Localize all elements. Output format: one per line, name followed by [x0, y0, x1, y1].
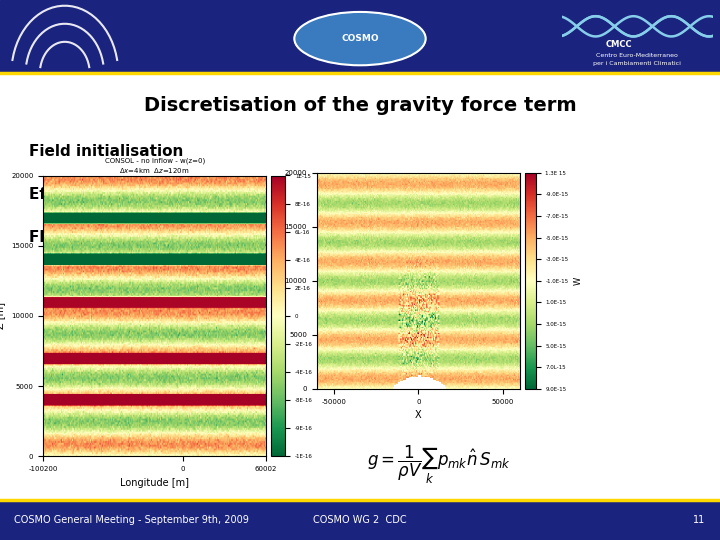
- X-axis label: Longitude [m]: Longitude [m]: [120, 477, 189, 488]
- Text: COSMO General Meeting - September 9th, 2009: COSMO General Meeting - September 9th, 2…: [14, 515, 249, 525]
- Y-axis label: W: W: [574, 276, 583, 285]
- Circle shape: [294, 12, 426, 65]
- Text: Centro Euro-Mediterraneo: Centro Euro-Mediterraneo: [596, 53, 678, 58]
- Text: COSMO: COSMO: [341, 34, 379, 43]
- Y-axis label: W: W: [318, 312, 328, 320]
- Text: Field initialisation: Field initialisation: [29, 144, 183, 159]
- Text: per i Cambiamenti Climatici: per i Cambiamenti Climatici: [593, 61, 681, 66]
- Text: Flux – force unbalance: Flux – force unbalance: [29, 230, 221, 245]
- Bar: [0, 0, 720, 73]
- Text: CIRA: CIRA: [66, 94, 99, 107]
- Text: Effect of mesh skewness: Effect of mesh skewness: [29, 187, 240, 202]
- Text: $g = \dfrac{1}{\rho V} \sum_k p_{mk} \hat{n} \, S_{mk}$: $g = \dfrac{1}{\rho V} \sum_k p_{mk} \ha…: [367, 443, 511, 485]
- Text: Discretisation of the gravity force term: Discretisation of the gravity force term: [144, 96, 576, 115]
- Text: 11: 11: [693, 515, 706, 525]
- Text: COSMO WG 2  CDC: COSMO WG 2 CDC: [313, 515, 407, 525]
- Title: CONSOL - no inflow - w(z=0)
$\Delta x$=4km  $\Delta z$=120m: CONSOL - no inflow - w(z=0) $\Delta x$=4…: [104, 158, 204, 175]
- X-axis label: X: X: [415, 410, 422, 420]
- Text: CMCC: CMCC: [606, 40, 632, 49]
- Y-axis label: Z [m]: Z [m]: [0, 302, 6, 329]
- Bar: [0, 500, 720, 540]
